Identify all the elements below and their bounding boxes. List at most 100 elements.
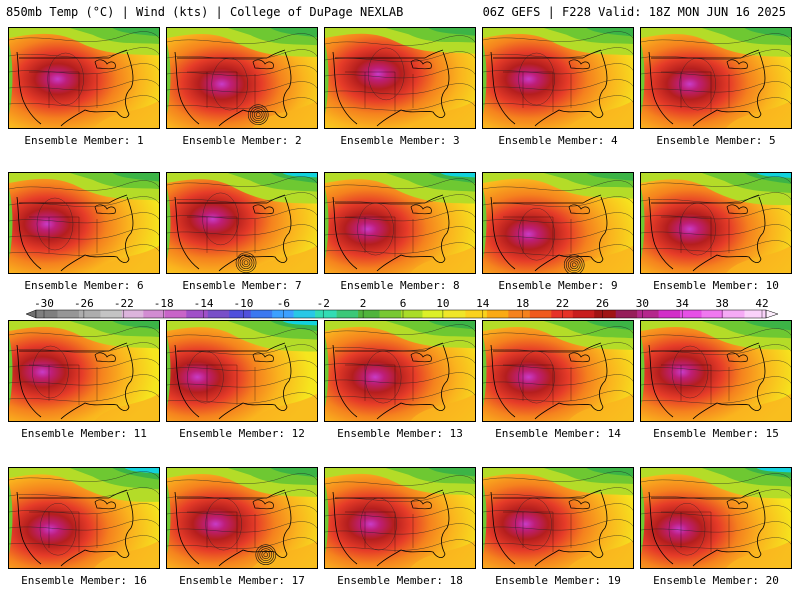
colorbar-swatch	[36, 310, 58, 318]
colorbar-swatch	[680, 310, 702, 318]
colorbar-tick-label: 2	[360, 297, 367, 310]
ensemble-map-panel	[166, 172, 318, 274]
ensemble-member-label: Ensemble Member: 1	[24, 134, 144, 147]
temperature-map	[167, 28, 317, 128]
temperature-map	[325, 468, 475, 568]
temperature-colorbar: -30 -26 -22 -18 -14 -10 -6 -2 2 6 10 14 18 22 26 30 34 38…	[25, 297, 779, 319]
ensemble-map-panel	[640, 320, 792, 422]
colorbar-swatch	[57, 310, 80, 318]
temperature-map	[167, 321, 317, 421]
ensemble-map-panel	[640, 172, 792, 274]
temperature-map	[9, 173, 159, 273]
colorbar-swatch	[293, 310, 316, 318]
colorbar-swatch	[572, 310, 595, 318]
ensemble-map-panel	[8, 467, 160, 569]
colorbar-arrow-right	[765, 309, 779, 319]
ensemble-map-panel	[482, 320, 634, 422]
colorbar-swatch	[143, 310, 166, 318]
colorbar-tick-label: -22	[114, 297, 134, 310]
colorbar-tick-label: 38	[715, 297, 728, 310]
colorbar-swatch	[229, 310, 252, 318]
temperature-map	[641, 28, 791, 128]
colorbar-swatch	[594, 310, 617, 318]
colorbar-swatch	[207, 310, 230, 318]
colorbar-tick-label: -18	[154, 297, 174, 310]
ensemble-map-panel	[166, 27, 318, 129]
ensemble-member-label: Ensemble Member: 8	[340, 279, 460, 292]
ensemble-map-panel	[324, 27, 476, 129]
colorbar-swatch	[723, 310, 745, 318]
ensemble-map-panel	[482, 172, 634, 274]
colorbar-tick-label: 18	[516, 297, 529, 310]
ensemble-map-panel	[640, 467, 792, 569]
temperature-map	[167, 173, 317, 273]
colorbar-tick-label: -2	[317, 297, 330, 310]
ensemble-map-panel	[166, 320, 318, 422]
temperature-map	[167, 468, 317, 568]
temperature-map	[9, 28, 159, 128]
ensemble-member-label: Ensemble Member: 7	[182, 279, 302, 292]
ensemble-member-label: Ensemble Member: 17	[179, 574, 305, 587]
ensemble-map-panel	[324, 172, 476, 274]
colorbar-swatch	[529, 310, 552, 318]
ensemble-member-label: Ensemble Member: 6	[24, 279, 144, 292]
ensemble-member-label: Ensemble Member: 13	[337, 427, 463, 440]
colorbar-swatch	[358, 310, 380, 318]
colorbar-tick-label: -6	[277, 297, 290, 310]
colorbar-swatch	[701, 310, 724, 318]
ensemble-member-label: Ensemble Member: 2	[182, 134, 302, 147]
colorbar-swatch	[443, 310, 466, 318]
colorbar-tick-label: 6	[400, 297, 407, 310]
ensemble-member-label: Ensemble Member: 11	[21, 427, 147, 440]
colorbar-tick-label: 14	[476, 297, 490, 310]
colorbar-tick-label: -30	[34, 297, 54, 310]
temperature-map	[325, 28, 475, 128]
colorbar-swatch	[186, 310, 209, 318]
colorbar-swatch	[658, 310, 681, 318]
ensemble-member-label: Ensemble Member: 10	[653, 279, 779, 292]
ensemble-map-panel	[324, 320, 476, 422]
ensemble-member-label: Ensemble Member: 5	[656, 134, 776, 147]
temperature-map	[641, 468, 791, 568]
ensemble-map-panel	[324, 467, 476, 569]
ensemble-map-panel	[482, 467, 634, 569]
colorbar-tick-label: -26	[74, 297, 94, 310]
colorbar-tick-label: 22	[556, 297, 569, 310]
temperature-map	[9, 468, 159, 568]
ensemble-member-label: Ensemble Member: 3	[340, 134, 460, 147]
colorbar-tick-label: 42	[755, 297, 768, 310]
colorbar-swatch	[637, 310, 659, 318]
colorbar-swatch	[465, 310, 488, 318]
colorbar-arrow-left	[25, 309, 37, 319]
temperature-map	[641, 173, 791, 273]
ensemble-member-label: Ensemble Member: 14	[495, 427, 621, 440]
colorbar-swatch	[78, 310, 101, 318]
colorbar-swatch	[401, 310, 423, 318]
ensemble-map-panel	[482, 27, 634, 129]
colorbar-tick-label: 30	[636, 297, 649, 310]
colorbar-tick-label: 26	[596, 297, 609, 310]
temperature-map	[483, 468, 633, 568]
ensemble-map-panel	[640, 27, 792, 129]
colorbar-tick-label: -10	[234, 297, 254, 310]
colorbar-swatch	[272, 310, 294, 318]
temperature-map	[9, 321, 159, 421]
colorbar-swatch	[744, 310, 767, 318]
colorbar-swatch	[486, 310, 509, 318]
colorbar-swatch	[336, 310, 359, 318]
colorbar-swatch	[379, 310, 402, 318]
temperature-map	[483, 173, 633, 273]
ensemble-member-label: Ensemble Member: 4	[498, 134, 618, 147]
ensemble-member-label: Ensemble Member: 16	[21, 574, 147, 587]
temperature-map	[483, 321, 633, 421]
colorbar-swatch	[315, 310, 337, 318]
colorbar-swatch	[250, 310, 273, 318]
ensemble-member-label: Ensemble Member: 9	[498, 279, 618, 292]
temperature-map	[483, 28, 633, 128]
valid-time: 06Z GEFS | F228 Valid: 18Z MON JUN 16 20…	[482, 5, 786, 19]
product-title: 850mb Temp (°C) | Wind (kts) | College o…	[6, 5, 404, 19]
colorbar-swatch	[164, 310, 187, 318]
temperature-map	[641, 321, 791, 421]
colorbar-swatch	[551, 310, 574, 318]
colorbar-swatch	[508, 310, 531, 318]
